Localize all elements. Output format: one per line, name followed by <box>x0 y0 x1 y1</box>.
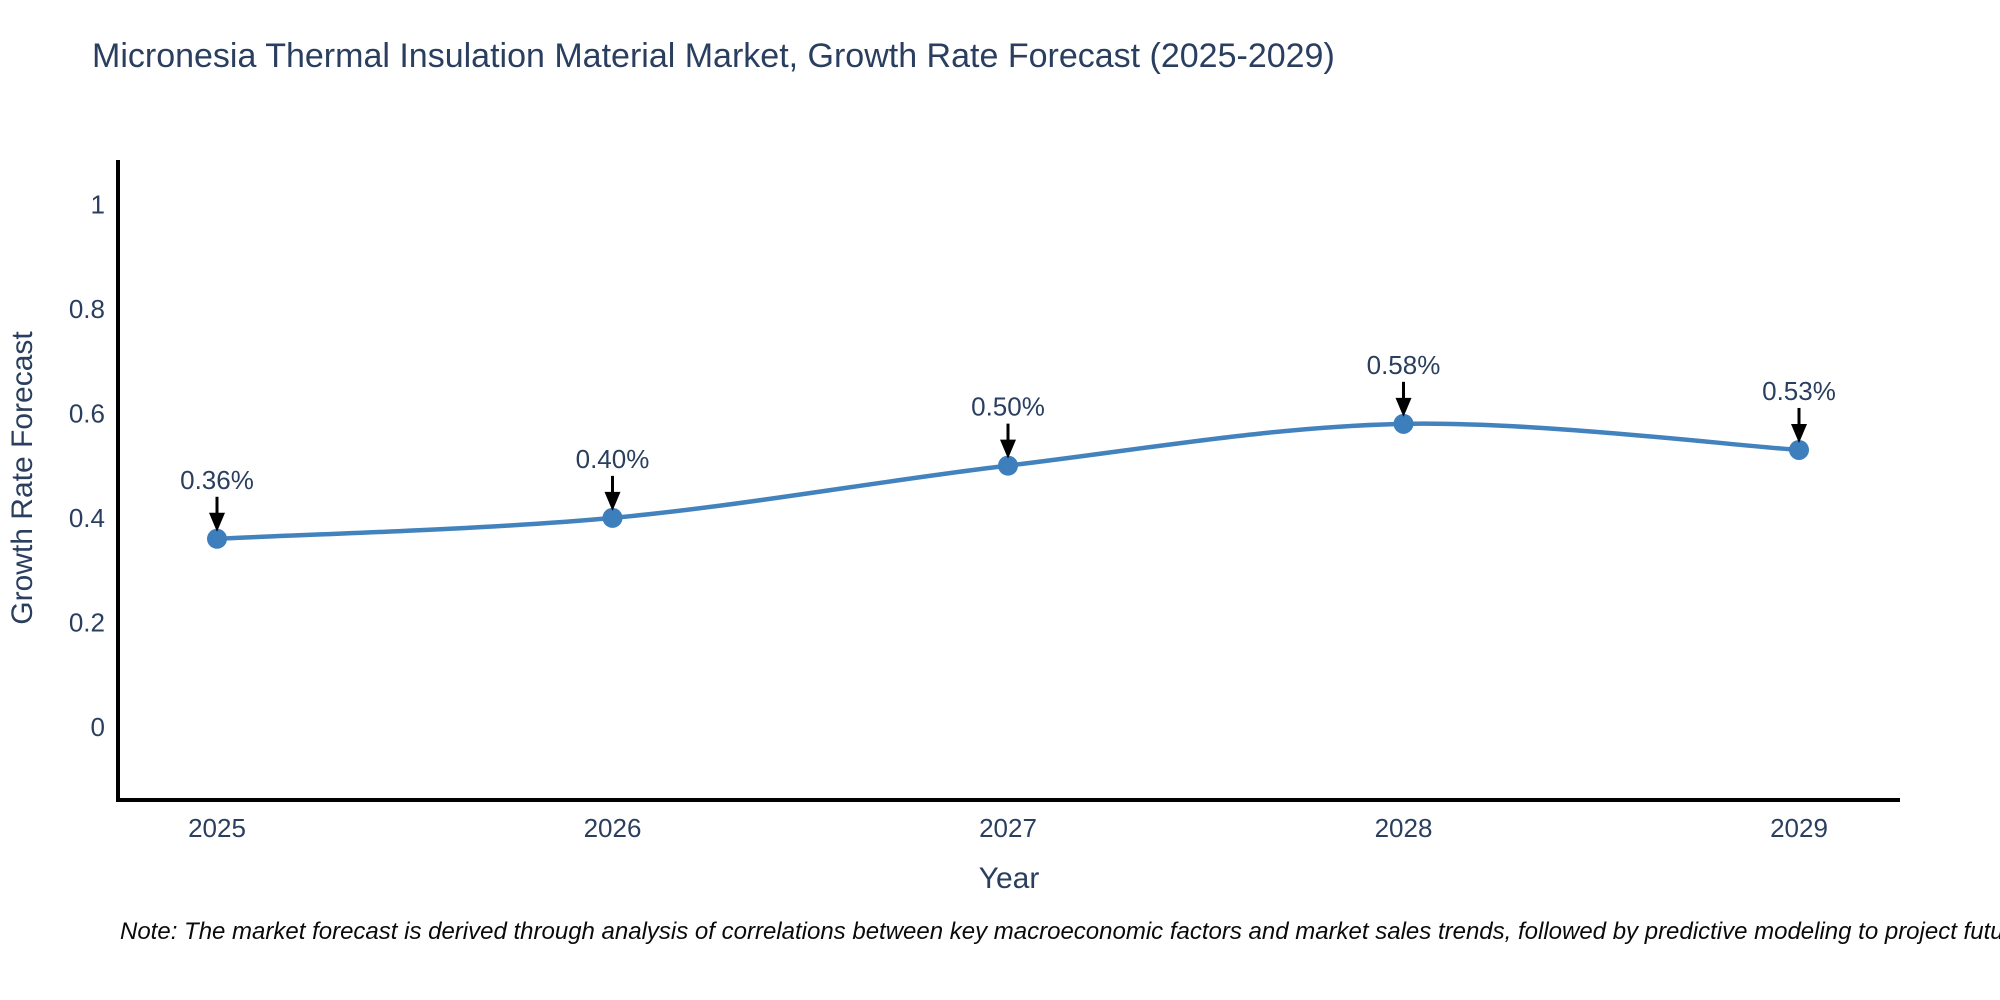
annotation-arrowhead <box>1791 423 1807 443</box>
y-tick-label: 0.4 <box>69 503 105 533</box>
y-tick-label: 0.6 <box>69 398 105 428</box>
data-point-marker <box>602 507 623 528</box>
footnote: Note: The market forecast is derived thr… <box>120 918 2000 945</box>
annotation-arrowhead <box>1395 397 1412 417</box>
annotation-arrowhead <box>209 512 225 532</box>
annotation-arrowhead <box>1000 439 1016 459</box>
y-tick-label: 0.2 <box>69 607 105 637</box>
annotation-label: 0.50% <box>971 392 1045 422</box>
x-axis-title: Year <box>979 862 1040 895</box>
data-point-marker <box>207 528 227 549</box>
annotation-label: 0.40% <box>576 444 650 474</box>
chart-title: Micronesia Thermal Insulation Material M… <box>92 37 1335 75</box>
x-tick-label: 2029 <box>1770 813 1828 843</box>
y-tick-label: 0.8 <box>69 294 105 324</box>
annotation-label: 0.58% <box>1367 350 1441 380</box>
y-axis-title: Growth Rate Forecast <box>6 331 39 625</box>
data-point-marker <box>998 455 1018 476</box>
x-tick-label: 2025 <box>188 813 246 843</box>
annotation-label: 0.36% <box>180 465 254 495</box>
y-tick-label: 0 <box>91 712 105 742</box>
y-tick-label: 1 <box>91 189 105 219</box>
data-point-marker <box>1789 439 1809 460</box>
annotation-arrowhead <box>604 491 621 511</box>
data-point-marker <box>1393 413 1414 434</box>
x-tick-label: 2028 <box>1375 813 1433 843</box>
annotation-label: 0.53% <box>1762 376 1836 406</box>
x-tick-label: 2026 <box>584 813 642 843</box>
x-tick-label: 2027 <box>979 813 1037 843</box>
